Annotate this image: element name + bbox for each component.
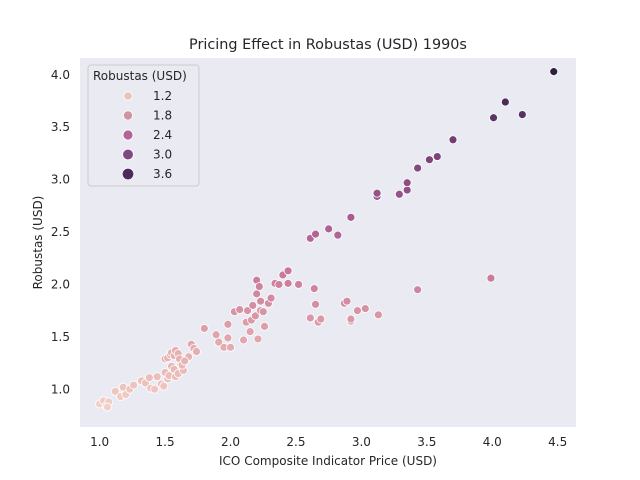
data-point xyxy=(342,296,352,306)
data-point xyxy=(283,266,293,276)
data-point xyxy=(152,372,162,382)
data-point xyxy=(489,113,498,123)
legend-entries: 1.2 1.8 2.4 3.0 3.6 xyxy=(121,89,172,181)
legend-entry-label: 3.6 xyxy=(153,167,172,181)
legend-marker xyxy=(121,167,135,181)
y-ticks: 1.0 1.5 2.0 2.5 3.0 3.5 4.0 xyxy=(51,68,70,396)
data-point xyxy=(353,306,362,316)
data-point xyxy=(103,402,112,412)
x-tick-label: 3.0 xyxy=(352,435,371,449)
x-tick-label: 1.0 xyxy=(90,435,109,449)
data-point xyxy=(245,327,255,337)
data-point xyxy=(192,347,201,356)
data-point xyxy=(311,229,320,239)
legend-box xyxy=(87,64,200,187)
data-point xyxy=(283,278,293,288)
x-tick-label: 2.0 xyxy=(221,435,240,449)
data-point xyxy=(413,163,423,173)
y-tick-label: 1.0 xyxy=(51,382,70,396)
data-point xyxy=(486,273,496,283)
data-point xyxy=(294,280,303,289)
data-point xyxy=(549,67,559,77)
x-tick-label: 1.5 xyxy=(156,435,175,449)
data-point xyxy=(256,296,266,306)
legend-marker xyxy=(122,129,134,141)
y-tick-label: 2.0 xyxy=(51,277,70,291)
x-tick-label: 2.5 xyxy=(286,435,305,449)
legend-marker xyxy=(123,91,133,101)
x-ticks: 1.0 1.5 2.0 2.5 3.0 3.5 4.0 4.5 xyxy=(90,435,567,449)
data-point xyxy=(214,337,224,347)
y-tick-label: 4.0 xyxy=(51,68,70,82)
legend-entry-label: 3.0 xyxy=(153,148,172,162)
x-tick-label: 4.0 xyxy=(483,435,502,449)
y-tick-label: 2.5 xyxy=(51,225,70,239)
chart-title: Pricing Effect in Robustas (USD) 1990s xyxy=(189,37,467,53)
data-point xyxy=(243,306,252,316)
data-point xyxy=(309,284,319,294)
data-point xyxy=(211,330,221,340)
data-point xyxy=(402,178,412,188)
data-point xyxy=(258,307,268,317)
x-tick-label: 4.5 xyxy=(548,435,567,449)
y-tick-label: 1.5 xyxy=(51,330,70,344)
data-point xyxy=(346,212,356,222)
data-point xyxy=(180,356,190,366)
data-point xyxy=(252,289,262,299)
data-point xyxy=(394,189,404,199)
data-point xyxy=(144,373,154,383)
data-point xyxy=(413,285,423,295)
data-point xyxy=(425,155,434,165)
data-point xyxy=(260,321,269,331)
data-point xyxy=(517,110,527,120)
data-point xyxy=(199,324,209,333)
data-point xyxy=(159,381,169,391)
data-point xyxy=(150,384,159,394)
legend-title: Robustas (USD) xyxy=(93,69,187,83)
data-point xyxy=(316,314,326,324)
data-point xyxy=(346,314,356,324)
legend-marker xyxy=(123,110,134,121)
data-point xyxy=(266,293,276,303)
y-tick-label: 3.0 xyxy=(51,173,70,187)
data-point xyxy=(324,224,334,234)
data-point xyxy=(223,319,233,329)
x-axis-label: ICO Composite Indicator Price (USD) xyxy=(219,454,437,468)
data-point xyxy=(333,230,343,240)
legend-entry-label: 1.8 xyxy=(153,109,172,123)
data-point xyxy=(372,188,382,198)
data-point xyxy=(129,380,139,390)
data-point xyxy=(110,386,120,396)
data-point xyxy=(500,97,510,107)
data-point xyxy=(448,135,458,145)
data-point xyxy=(235,305,245,314)
y-tick-label: 3.5 xyxy=(51,120,70,134)
x-tick-label: 3.5 xyxy=(417,435,436,449)
legend: Robustas (USD) 1.2 1.8 2.4 3.0 3.6 xyxy=(87,64,200,187)
data-point xyxy=(373,310,383,320)
legend-marker xyxy=(122,148,134,161)
data-point xyxy=(305,313,315,323)
data-point xyxy=(254,282,264,291)
data-point xyxy=(360,304,370,313)
data-point xyxy=(239,335,248,345)
data-point xyxy=(226,342,235,352)
y-axis-label: Robustas (USD) xyxy=(31,196,45,290)
data-point xyxy=(311,299,320,309)
points-layer xyxy=(95,67,559,412)
data-point xyxy=(432,152,442,161)
data-point xyxy=(223,333,233,343)
legend-entry-label: 2.4 xyxy=(153,128,172,142)
data-point xyxy=(250,311,260,321)
data-point xyxy=(274,280,284,289)
data-point xyxy=(253,334,263,344)
data-point xyxy=(402,185,412,195)
legend-entry-label: 1.2 xyxy=(153,89,172,103)
data-point xyxy=(248,300,258,310)
